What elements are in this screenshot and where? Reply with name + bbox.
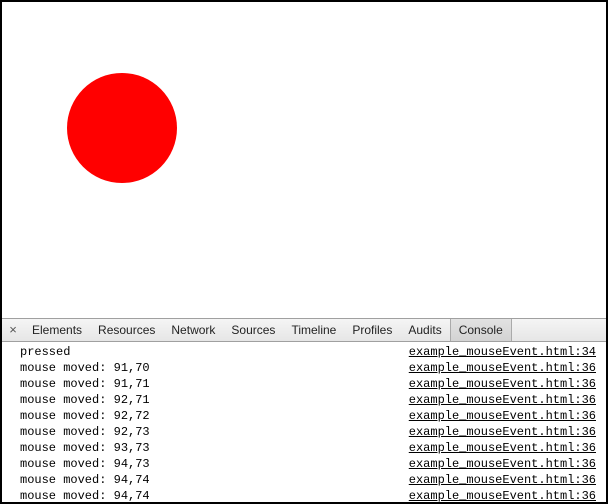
- console-source-link[interactable]: example_mouseEvent.html:36: [409, 456, 596, 472]
- console-row: mouse moved: 93,73 example_mouseEvent.htm…: [2, 440, 606, 456]
- console-message: mouse moved: 94,74: [20, 472, 150, 488]
- tab-profiles[interactable]: Profiles: [344, 319, 400, 341]
- console-message: mouse moved: 94,74: [20, 488, 150, 502]
- console-message: pressed: [20, 344, 70, 360]
- console-message: mouse moved: 91,70: [20, 360, 150, 376]
- console-message: mouse moved: 91,71: [20, 376, 150, 392]
- console-row: mouse moved: 91,70 example_mouseEvent.htm…: [2, 360, 606, 376]
- console-source-link[interactable]: example_mouseEvent.html:36: [409, 440, 596, 456]
- console-message: mouse moved: 92,72: [20, 408, 150, 424]
- devtools-toolbar: × ElementsResourcesNetworkSourcesTimelin…: [2, 318, 606, 342]
- console-source-link[interactable]: example_mouseEvent.html:36: [409, 392, 596, 408]
- console-row: mouse moved: 94,73 example_mouseEvent.htm…: [2, 456, 606, 472]
- console-row: mouse moved: 92,72 example_mouseEvent.htm…: [2, 408, 606, 424]
- console-row: mouse moved: 92,71 example_mouseEvent.htm…: [2, 392, 606, 408]
- canvas-area[interactable]: [2, 2, 606, 318]
- console-message: mouse moved: 92,71: [20, 392, 150, 408]
- tab-audits[interactable]: Audits: [400, 319, 449, 341]
- console-row: pressed example_mouseEvent.html:34: [2, 344, 606, 360]
- console-source-link[interactable]: example_mouseEvent.html:36: [409, 424, 596, 440]
- tab-console[interactable]: Console: [450, 319, 512, 341]
- tab-timeline[interactable]: Timeline: [283, 319, 344, 341]
- app-frame: × ElementsResourcesNetworkSourcesTimelin…: [0, 0, 608, 504]
- tab-elements[interactable]: Elements: [24, 319, 90, 341]
- console-source-link[interactable]: example_mouseEvent.html:36: [409, 472, 596, 488]
- console-source-link[interactable]: example_mouseEvent.html:36: [409, 360, 596, 376]
- console-source-link[interactable]: example_mouseEvent.html:36: [409, 376, 596, 392]
- console-message: mouse moved: 93,73: [20, 440, 150, 456]
- tab-sources[interactable]: Sources: [223, 319, 283, 341]
- console-source-link[interactable]: example_mouseEvent.html:34: [409, 344, 596, 360]
- tab-network[interactable]: Network: [163, 319, 223, 341]
- red-circle[interactable]: [67, 73, 177, 183]
- console-panel: pressedexample_mouseEvent.html:34mouse m…: [2, 342, 606, 502]
- console-row: mouse moved: 94,74 example_mouseEvent.htm…: [2, 472, 606, 488]
- tab-resources[interactable]: Resources: [90, 319, 163, 341]
- console-row: mouse moved: 92,73 example_mouseEvent.htm…: [2, 424, 606, 440]
- console-message: mouse moved: 94,73: [20, 456, 150, 472]
- console-row: mouse moved: 94,74 example_mouseEvent.htm…: [2, 488, 606, 502]
- console-source-link[interactable]: example_mouseEvent.html:36: [409, 408, 596, 424]
- close-icon[interactable]: ×: [2, 319, 24, 341]
- console-source-link[interactable]: example_mouseEvent.html:36: [409, 488, 596, 502]
- console-row: mouse moved: 91,71 example_mouseEvent.htm…: [2, 376, 606, 392]
- console-message: mouse moved: 92,73: [20, 424, 150, 440]
